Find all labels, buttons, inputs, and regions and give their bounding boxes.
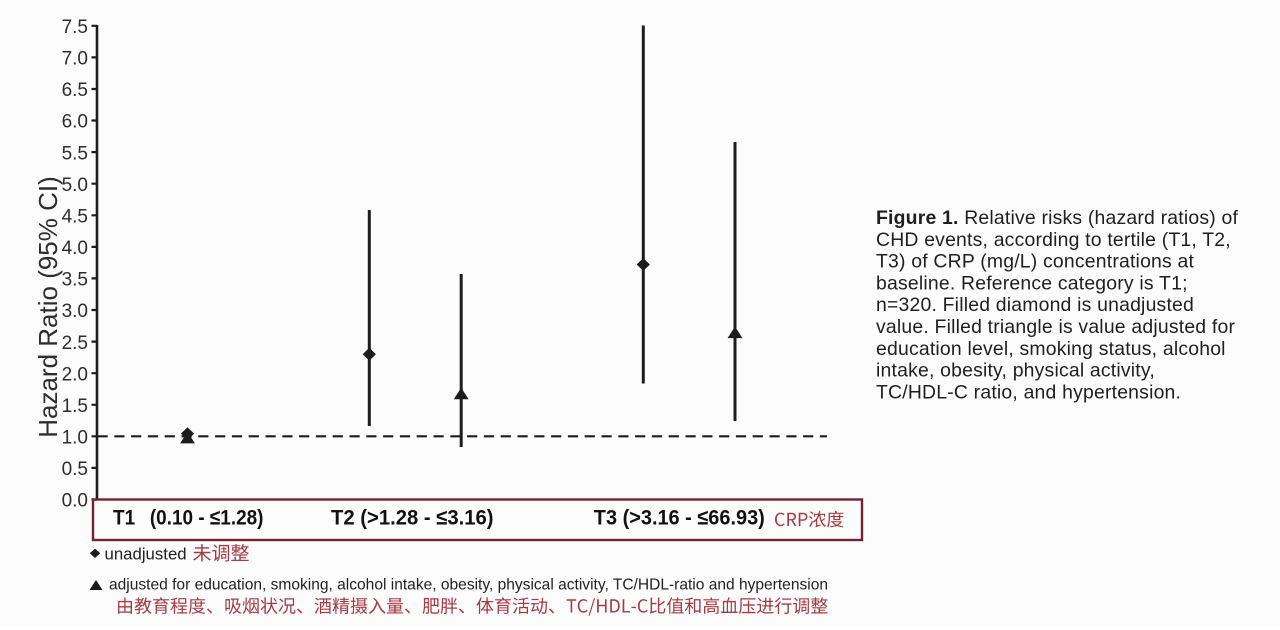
svg-text:3.5: 3.5 <box>62 270 88 291</box>
svg-text:adjusted for education, smokin: adjusted for education, smoking, alcohol… <box>109 577 828 594</box>
svg-text:5.5: 5.5 <box>62 143 88 164</box>
svg-text:unadjusted: unadjusted <box>105 545 187 564</box>
svg-text:7.5: 7.5 <box>62 17 88 38</box>
svg-text:6.5: 6.5 <box>62 80 88 101</box>
svg-text:n=320. Filled diamond is unadj: n=320. Filled diamond is unadjusted <box>876 294 1194 316</box>
svg-text:0.5: 0.5 <box>62 459 88 480</box>
svg-text:T2 (>1.28 - ≤3.16): T2 (>1.28 - ≤3.16) <box>331 506 494 530</box>
svg-text:7.0: 7.0 <box>62 49 88 70</box>
svg-text:T3) of CRP (mg/L) concentratio: T3) of CRP (mg/L) concentrations at <box>876 251 1195 273</box>
svg-text:TC/HDL-C ratio, and hypertensi: TC/HDL-C ratio, and hypertension. <box>876 381 1181 403</box>
svg-text:3.0: 3.0 <box>62 301 88 322</box>
svg-text:intake, obesity, physical acti: intake, obesity, physical activity, <box>876 360 1155 382</box>
svg-text:6.0: 6.0 <box>62 112 88 133</box>
svg-text:0.0: 0.0 <box>62 491 88 512</box>
svg-text:baseline. Reference category i: baseline. Reference category is T1; <box>876 272 1188 294</box>
svg-text:education level, smoking statu: education level, smoking status, alcohol <box>876 338 1226 360</box>
svg-text:4.5: 4.5 <box>62 207 88 228</box>
svg-text:2.5: 2.5 <box>62 333 88 354</box>
svg-text:1.5: 1.5 <box>62 396 88 417</box>
svg-text:Figure 1. Relative risks (haza: Figure 1. Relative risks (hazard ratios)… <box>876 207 1238 229</box>
svg-text:1.0: 1.0 <box>62 428 88 449</box>
svg-text:5.0: 5.0 <box>62 175 88 196</box>
svg-text:T1 (0.10 - ≤1.28): T1 (0.10 - ≤1.28) <box>113 506 264 530</box>
svg-text:Hazard Ratio (95% CI): Hazard Ratio (95% CI) <box>33 176 63 438</box>
svg-text:value. Filled triangle is valu: value. Filled triangle is value adjusted… <box>876 316 1235 338</box>
svg-text:4.0: 4.0 <box>62 238 88 259</box>
svg-text:T3 (>3.16 - ≤66.93): T3 (>3.16 - ≤66.93) <box>594 506 765 530</box>
svg-text:2.0: 2.0 <box>62 364 88 385</box>
svg-text:CHD events, according to terti: CHD events, according to tertile (T1, T2… <box>876 229 1231 251</box>
